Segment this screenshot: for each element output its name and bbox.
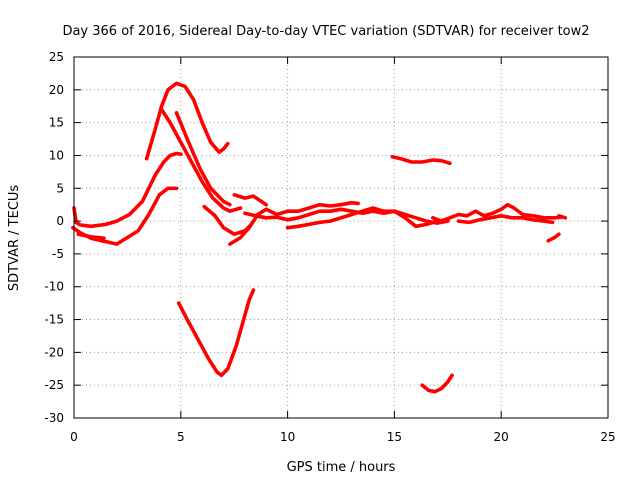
x-tick-label-1: 5 [177,430,185,444]
series-16 [456,214,555,225]
y-tick-label-4: -10 [44,280,64,294]
x-tick-label-4: 20 [494,430,509,444]
x-axis-title: GPS time / hours [287,460,396,475]
series-10 [243,207,450,225]
y-tick-label-0: -30 [44,411,64,425]
series-15 [431,202,563,223]
y-axis-title: SDTVAR / TECUs [7,185,22,292]
series-8 [232,193,268,207]
y-tick-label-6: 0 [56,214,64,228]
x-tick-label-2: 10 [280,430,295,444]
series-3 [76,232,106,240]
series-13 [390,155,452,166]
series-9 [228,200,360,246]
y-tick-label-11: 25 [49,50,64,64]
y-tick-label-10: 20 [49,83,64,97]
y-tick-label-5: -5 [52,247,64,261]
y-tick-label-9: 15 [49,116,64,130]
axes: 0 5 10 15 20 25 -30 -25 -20 -15 -10 -5 0 5 10 15 20 25 [44,50,615,444]
series-5 [159,107,243,213]
y-tick-label-1: -25 [44,378,64,392]
y-tick-label-7: 5 [56,181,64,195]
series-14 [420,373,454,394]
series-group [71,81,568,394]
series-11 [285,206,450,230]
grid [74,57,608,418]
y-tick-label-8: 10 [49,148,64,162]
y-tick-label-2: -20 [44,345,64,359]
plot-frame [73,56,609,419]
series-12 [176,288,256,378]
series-18 [557,214,568,220]
x-tick-label-3: 15 [387,430,402,444]
series-4 [144,81,230,161]
series-6 [174,111,232,207]
series-1 [72,151,183,229]
y-tick-label-3: -15 [44,313,64,327]
series-17 [546,232,561,243]
chart-title: Day 366 of 2016, Sidereal Day-to-day VTE… [62,24,589,39]
x-tick-label-5: 25 [600,430,615,444]
x-tick-label-0: 0 [70,430,78,444]
